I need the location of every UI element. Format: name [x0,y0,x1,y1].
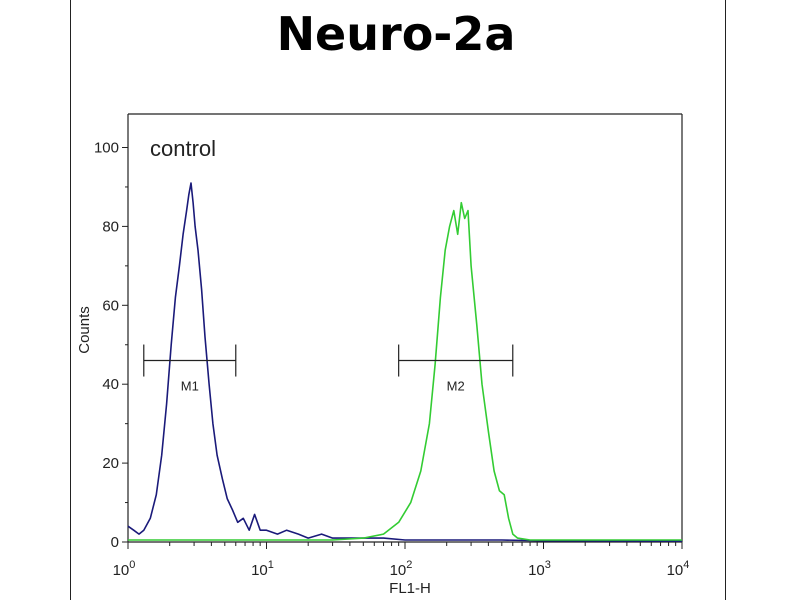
x-tick-label: 101 [251,559,274,579]
marker-label: M1 [181,379,199,394]
y-axis-label: Counts [76,306,93,354]
control-annotation: control [150,136,216,161]
plot-frame [70,0,726,600]
x-axis-label: FL1-H [389,580,431,597]
y-tick-label: 60 [102,297,119,314]
x-axis-ticks: 100 101 102 103 104 [113,542,690,579]
series-layer [127,182,683,543]
x-tick-label: 104 [667,559,690,579]
y-axis-ticks: 0 20 40 60 80 100 [94,140,128,551]
x-tick-label: 102 [390,559,413,579]
marker-label: M2 [447,379,465,394]
histogram-series-2 [128,201,682,541]
y-tick-label: 40 [102,376,119,393]
histogram-series-1 [127,182,683,543]
x-tick-label: 100 [113,559,136,579]
plot-area [127,113,683,543]
marker-m1: M1 [143,344,237,394]
y-tick-label: 20 [102,455,119,472]
x-tick-label: 103 [528,559,551,579]
y-tick-label: 80 [102,218,119,235]
marker-m2: M2 [398,344,514,394]
y-tick-label: 0 [111,534,119,551]
markers-layer: M1 M2 [143,344,514,394]
y-tick-label: 100 [94,140,119,157]
chart-title: Neuro-2a [277,7,516,61]
